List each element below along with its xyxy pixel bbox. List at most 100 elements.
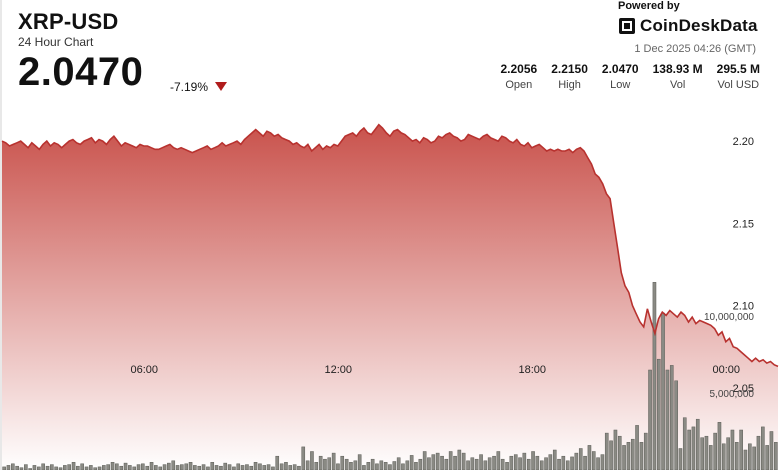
- volume-bar: [583, 455, 587, 470]
- volume-bar: [401, 463, 405, 470]
- volume-bar: [45, 465, 50, 470]
- volume-bar: [396, 457, 401, 470]
- volume-bar: [717, 422, 722, 470]
- price-line-layer: [1, 123, 779, 368]
- volume-bar: [167, 462, 171, 470]
- volume-bar: [431, 454, 436, 470]
- volume-bar: [700, 437, 704, 470]
- volume-bar: [284, 462, 288, 470]
- volume-bar: [297, 465, 301, 470]
- volume-bar: [197, 465, 202, 470]
- volume-bar: [748, 443, 752, 470]
- volume-bar: [71, 462, 76, 470]
- volume-bar: [223, 462, 228, 470]
- volume-bar: [115, 463, 119, 470]
- chart-subtitle: 24 Hour Chart: [18, 35, 94, 49]
- volume-bar: [440, 455, 444, 470]
- volume-bar: [526, 458, 531, 470]
- volume-bar: [102, 465, 106, 470]
- volume-bar: [734, 442, 739, 470]
- brand-name: CoinDeskData: [640, 16, 758, 35]
- stat-open: 2.2056 Open: [500, 62, 537, 91]
- volume-bar: [227, 464, 232, 470]
- volume-bar: [58, 467, 63, 470]
- volume-bar: [314, 462, 319, 470]
- volume-bar: [41, 463, 45, 470]
- volume-bar: [652, 282, 657, 470]
- volume-bar: [128, 465, 132, 470]
- volume-bar: [470, 457, 475, 470]
- volume-bar: [617, 435, 622, 470]
- stat-value: 138.93 M: [652, 62, 703, 76]
- volume-bar: [669, 365, 674, 470]
- stat-value: 2.2150: [551, 62, 588, 76]
- volume-bar: [80, 463, 84, 470]
- volume-bar: [752, 446, 756, 470]
- volume-bar: [67, 464, 71, 470]
- volume-bar: [89, 465, 93, 470]
- volume-bar: [409, 455, 414, 470]
- volume-bar: [522, 452, 527, 470]
- stat-label: Open: [505, 79, 533, 91]
- price-line: [1, 123, 779, 368]
- volume-bar: [28, 468, 32, 470]
- volume-bar: [11, 463, 15, 470]
- volume-bar: [210, 462, 215, 470]
- volume-bar: [349, 462, 353, 470]
- y-tick-label: 2.10: [733, 301, 754, 313]
- volume-bar: [596, 457, 600, 470]
- volume-tick-label: 10,000,000: [704, 312, 754, 323]
- volume-bar: [444, 458, 449, 470]
- volume-bar: [344, 458, 349, 470]
- volume-bar: [756, 435, 761, 470]
- stat-value: 295.5 M: [716, 62, 760, 76]
- x-tick-label: 00:00: [713, 364, 741, 376]
- volume-bar: [15, 465, 19, 470]
- volume-bar: [93, 467, 97, 470]
- volume-bar: [106, 464, 110, 470]
- stat-label: Low: [610, 79, 631, 91]
- volume-bar: [32, 465, 37, 470]
- volume-bar: [154, 465, 158, 470]
- volume-bar: [565, 460, 570, 470]
- volume-bar: [570, 456, 574, 470]
- x-tick-label: 12:00: [325, 364, 353, 376]
- volume-bar: [591, 451, 596, 470]
- volume-bar: [695, 418, 700, 470]
- volume-bar: [305, 460, 310, 470]
- volume-bar: [492, 455, 496, 470]
- volume-bar: [253, 462, 258, 470]
- price-area-fill: [2, 124, 778, 470]
- volume-bar: [275, 455, 280, 470]
- volume-bar: [245, 464, 249, 470]
- price-change-percent: -7.19%: [170, 80, 209, 94]
- volume-bar: [353, 460, 358, 470]
- axis-ticks-layer: 2.20 2.15 2.10 2.05 10,000,000 5,000,000 06:00…: [131, 136, 755, 400]
- volume-bar: [448, 451, 453, 470]
- volume-bar: [665, 369, 670, 470]
- volume-bar: [600, 454, 605, 470]
- volume-bar: [162, 464, 167, 470]
- stat-value: 2.2056: [500, 62, 538, 76]
- price-area-layer: [2, 124, 778, 470]
- volume-bar: [743, 449, 748, 470]
- volume-bar: [366, 462, 371, 470]
- volume-bar: [487, 457, 492, 470]
- volume-bar: [661, 312, 665, 470]
- volume-bar: [604, 432, 609, 470]
- stat-label: High: [558, 79, 581, 91]
- volume-bar: [379, 460, 384, 470]
- volume-bar: [392, 461, 397, 470]
- volume-bar: [6, 465, 11, 470]
- volume-bar: [674, 380, 678, 470]
- volume-bar: [721, 443, 726, 470]
- volume-bar: [578, 448, 583, 470]
- volume-bar: [141, 463, 145, 470]
- volume-bar: [656, 358, 661, 470]
- volume-bar: [761, 426, 765, 470]
- volume-bar: [557, 458, 561, 470]
- volume-bar: [266, 464, 271, 470]
- volume-bar: [552, 449, 557, 470]
- stat-value: 2.0470: [601, 62, 639, 76]
- y-tick-label: 2.05: [733, 383, 754, 395]
